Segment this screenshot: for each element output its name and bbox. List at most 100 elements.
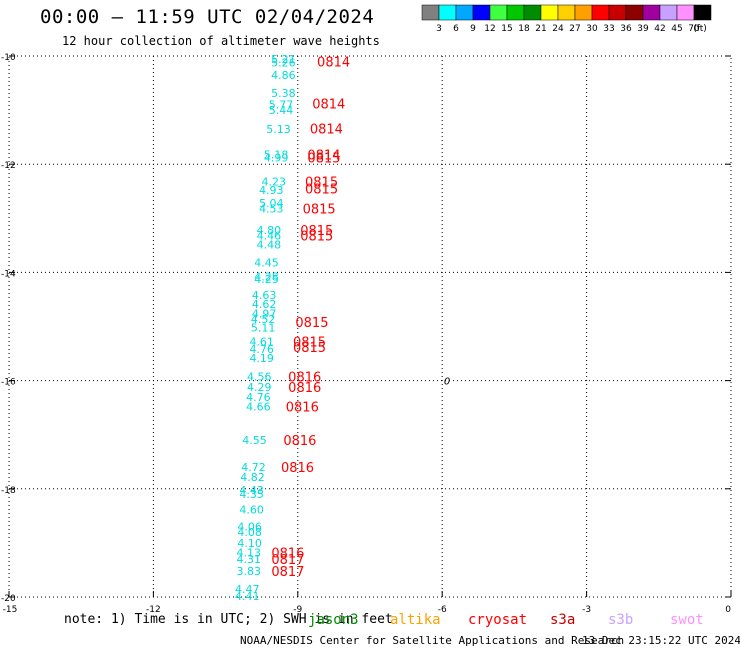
mission-legend-swot: swot <box>670 612 704 628</box>
colorbar-swatch <box>523 4 542 21</box>
colorbar-swatch <box>574 4 593 21</box>
pass-time-label: 0815 <box>295 316 328 331</box>
pass-time-label: 0814 <box>310 122 343 137</box>
wave-height-label: 4.97 <box>252 308 277 321</box>
pass-time-label: 0815 <box>293 341 326 356</box>
pass-time-label: 0816 <box>281 461 314 476</box>
wave-height-label: 5.44 <box>269 104 294 117</box>
wave-height-label: 4.99 <box>264 152 289 165</box>
colorbar-tick-label: 70 <box>688 24 700 34</box>
wave-height-label: 4.23 <box>261 176 286 189</box>
wave-height-label: 4.60 <box>239 503 264 516</box>
x-tick-label: -6 <box>438 605 447 615</box>
pass-time-label: 0815 <box>300 230 333 245</box>
page-subtitle: 12 hour collection of altimeter wave hei… <box>62 34 380 48</box>
wave-height-label: 5.26 <box>271 56 296 69</box>
y-tick-label: -20 <box>1 594 16 604</box>
wave-height-label: 4.13 <box>236 547 261 560</box>
colorbar-tick-label: 6 <box>453 24 459 34</box>
mission-legend-altika: altika <box>390 612 441 628</box>
pass-time-label: 0816 <box>271 547 304 562</box>
wave-height-label: 4.52 <box>251 313 276 326</box>
colorbar-tick-label: (ft) <box>693 24 707 34</box>
colorbar-tick-label: 12 <box>484 24 495 34</box>
wave-height-label: 4.45 <box>254 257 279 270</box>
pass-time-label: 0815 <box>305 176 338 191</box>
y-tick-label: -12 <box>1 161 16 171</box>
colorbar-swatch <box>693 4 712 21</box>
wave-height-label: 4.31 <box>236 553 261 566</box>
colorbar-swatch <box>438 4 457 21</box>
colorbar-swatch <box>506 4 525 21</box>
mission-legend-jason3: jason3 <box>308 612 359 628</box>
wave-height-label: 4.55 <box>242 434 267 447</box>
wave-height-label: 3.83 <box>236 565 261 578</box>
colorbar-tick-label: 18 <box>518 24 530 34</box>
colorbar-tick-label: 3 <box>436 24 442 34</box>
mission-legend: jason3 altika cryosat s3a s3b swot <box>308 612 728 630</box>
footer-timestamp: 13 Dec 23:15:22 UTC 2024 <box>582 634 740 647</box>
marker-label: 0 <box>444 377 450 388</box>
colorbar-tick-label: 45 <box>671 24 682 34</box>
pass-time-label: 0817 <box>271 565 304 580</box>
wave-height-label: 5.38 <box>271 87 296 100</box>
colorbar-tick-label: 39 <box>637 24 649 34</box>
colorbar-tick-label: 21 <box>535 24 546 34</box>
y-tick-label: -18 <box>1 486 16 496</box>
y-tick-label: -10 <box>1 53 16 63</box>
colorbar-swatch <box>421 4 440 21</box>
wave-height-label: 4.28 <box>254 271 279 284</box>
colorbar-tick-label: 30 <box>586 24 598 34</box>
colorbar-swatch <box>540 4 559 21</box>
wave-height-label: 4.08 <box>237 526 262 539</box>
pass-time-label: 0815 <box>305 183 338 198</box>
wave-height-label: 4.41 <box>235 590 260 603</box>
x-tick-label: -15 <box>3 605 18 615</box>
wave-height-label: 4.47 <box>235 583 260 596</box>
x-tick-label: -12 <box>146 605 161 615</box>
pass-time-label: 0815 <box>300 224 333 239</box>
footer-credit: NOAA/NESDIS Center for Satellite Applica… <box>240 634 625 647</box>
wave-height-label: 4.93 <box>259 184 284 197</box>
wave-height-label: 4.76 <box>246 391 271 404</box>
plot-frame <box>8 55 732 598</box>
pass-time-label: 0815 <box>303 203 336 218</box>
wave-height-label: 4.46 <box>257 230 282 243</box>
mission-legend-cryosat: cryosat <box>468 612 528 628</box>
colorbar-tick-label: 36 <box>620 24 632 34</box>
footer-note: note: 1) Time is in UTC; 2) SWH is in fe… <box>64 612 393 627</box>
wave-height-label: 4.86 <box>271 69 296 82</box>
colorbar-tick-label: 24 <box>552 24 564 34</box>
colorbar-swatch <box>591 4 610 21</box>
wave-height-label: 4.19 <box>249 352 274 365</box>
wave-height-label: 5.21 <box>271 53 296 66</box>
colorbar-swatch <box>659 4 678 21</box>
colorbar-tick-label: 15 <box>501 24 512 34</box>
x-tick-label: 0 <box>725 605 731 615</box>
wave-height-label: 4.43 <box>239 484 264 497</box>
wave-height-label: 4.53 <box>259 203 284 216</box>
data-labels: 5.215.264.86 5.385.775.44 5.13 5.184.99 4.23… <box>235 53 450 603</box>
pass-time-label: 0814 <box>307 148 340 163</box>
wave-height-label: 4.72 <box>241 461 266 474</box>
wave-height-label: 4.10 <box>237 537 262 550</box>
wave-height-label: 4.62 <box>252 298 277 311</box>
pass-time-label: 0816 <box>283 434 316 449</box>
colorbar-swatch <box>472 4 491 21</box>
colorbar-swatch <box>642 4 661 21</box>
wave-height-label: 4.35 <box>239 488 264 501</box>
pass-time-label: 0816 <box>286 401 319 416</box>
wave-height-label: 5.04 <box>259 197 284 210</box>
page-title: 00:00 – 11:59 UTC 02/04/2024 <box>40 6 375 28</box>
wave-height-label: 4.06 <box>237 521 262 534</box>
colorbar-swatch <box>557 4 576 21</box>
pass-time-label: 0815 <box>307 152 340 167</box>
wave-height-label: 5.77 <box>269 99 294 112</box>
y-tick-label: -16 <box>1 378 16 388</box>
wave-height-label: 4.80 <box>257 224 282 237</box>
wave-height-label: 4.25 <box>254 273 279 286</box>
color-scale-legend: 3 6 9 12 15 18 21 24 27 30 33 36 39 42 45 70(ft) <box>421 4 712 34</box>
wave-height-label: 4.66 <box>246 401 271 414</box>
wave-height-label: 5.18 <box>264 148 289 161</box>
